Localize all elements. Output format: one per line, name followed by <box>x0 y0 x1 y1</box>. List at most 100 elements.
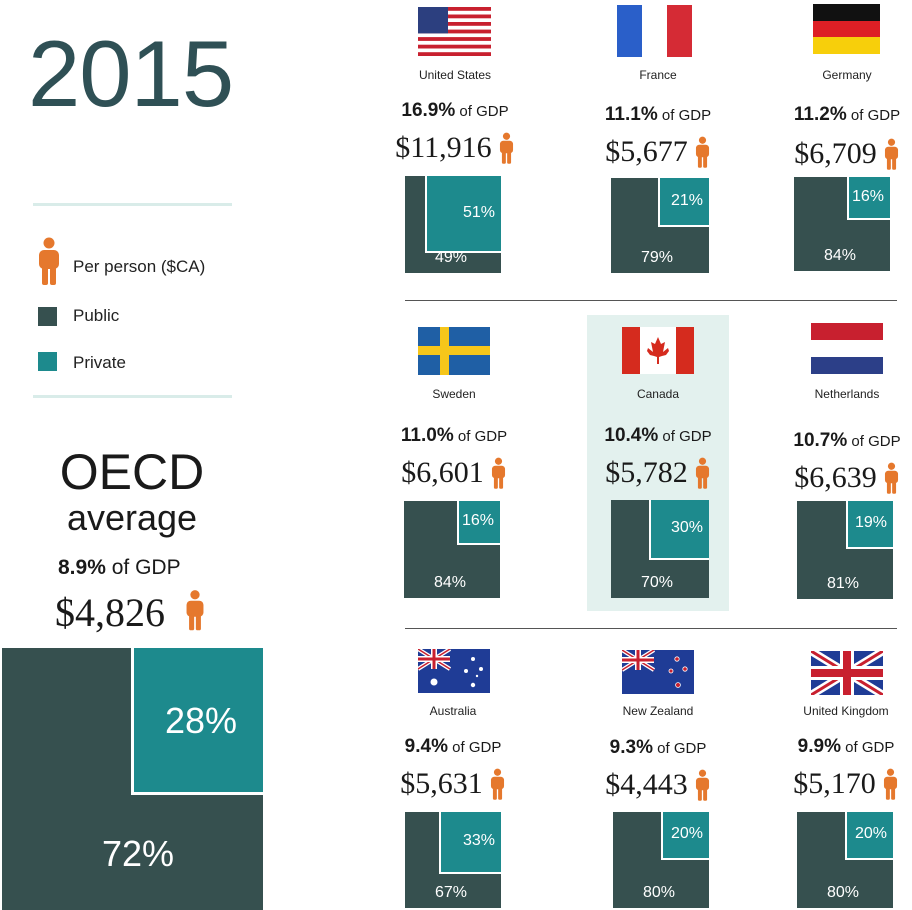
public-label-canada: 70% <box>641 574 674 591</box>
country-name-germany: Germany <box>822 68 872 82</box>
per-person-amount-australia: $5,631 <box>363 766 543 802</box>
per-person-amount-united-states: $11,916 <box>365 130 545 166</box>
person-icon <box>694 134 711 170</box>
oecd-public-label: 72% <box>102 833 175 874</box>
amount-france: $5,677 <box>605 135 688 168</box>
gdp-share-france: 11.1% of GDP <box>568 104 748 126</box>
public-square-australia: 33% 67% <box>405 812 501 908</box>
new-zealand-flag-icon <box>622 650 694 694</box>
private-square-united-states <box>425 176 501 253</box>
private-square-canada <box>649 500 709 560</box>
oecd-subtitle: average <box>66 497 198 538</box>
country-name-new-zealand: New Zealand <box>622 704 694 718</box>
person-icon <box>694 455 711 491</box>
public-label-sweden: 84% <box>434 574 467 591</box>
gdp-share-germany: 11.2% of GDP <box>757 104 912 126</box>
gdp-share-canada: 10.4% of GDP <box>568 425 748 447</box>
legend-top-divider <box>33 203 232 206</box>
row-divider <box>405 628 897 629</box>
per-person-amount-sweden: $6,601 <box>364 455 544 491</box>
private-label-united-kingdom: 20% <box>854 825 887 842</box>
country-name-australia: Australia <box>429 704 477 718</box>
gdp-share-sweden: 11.0% of GDP <box>364 425 544 447</box>
public-label-new-zealand: 80% <box>643 884 676 901</box>
oecd-title: OECD <box>59 444 205 500</box>
amount-united-kingdom: $5,170 <box>793 767 876 800</box>
gdp-pct-united-states: 16.9% <box>401 100 456 121</box>
public-square-germany: 16% 84% <box>794 177 890 271</box>
person-icon <box>694 767 711 803</box>
gdp-pct-canada: 10.4% <box>604 425 659 446</box>
public-square-united-states: 51% 49% <box>405 176 501 273</box>
gdp-pct-united-kingdom: 9.9% <box>797 736 841 757</box>
gdp-pct-france: 11.1% <box>604 104 658 125</box>
public-label-france: 79% <box>641 249 674 266</box>
france-flag-icon <box>617 5 692 57</box>
amount-sweden: $6,601 <box>401 456 484 489</box>
gdp-share-australia: 9.4% of GDP <box>363 736 543 758</box>
public-label-netherlands: 81% <box>827 575 860 592</box>
gdp-share-united-states: 16.9% of GDP <box>365 100 545 122</box>
per-person-amount-united-kingdom: $5,170 <box>756 766 912 802</box>
sweden-flag-icon <box>418 327 490 375</box>
country-name-united-states: United States <box>418 68 492 82</box>
country-name-netherlands: Netherlands <box>814 387 880 401</box>
country-name-france: France <box>639 68 677 82</box>
person-icon <box>883 460 900 496</box>
public-label-united-kingdom: 80% <box>827 884 860 901</box>
gdp-pct-new-zealand: 9.3% <box>609 737 653 758</box>
per-person-amount-france: $5,677 <box>568 134 748 170</box>
canada-flag-icon <box>622 327 694 374</box>
public-square-sweden: 16% 84% <box>404 501 500 598</box>
legend-public-label: Public <box>73 306 120 325</box>
netherlands-flag-icon <box>811 323 883 374</box>
person-icon <box>498 130 515 166</box>
germany-flag-icon <box>813 4 880 54</box>
private-square-sweden <box>457 501 500 545</box>
row-divider <box>405 300 897 301</box>
amount-new-zealand: $4,443 <box>605 768 688 801</box>
gdp-text-netherlands: of GDP <box>851 433 901 450</box>
country-name-canada: Canada <box>636 387 680 401</box>
private-square-netherlands <box>846 501 893 549</box>
private-label-netherlands: 19% <box>854 514 887 531</box>
legend-private-label: Private <box>73 353 126 372</box>
private-label-united-states: 51% <box>462 204 495 221</box>
gdp-pct-sweden: 11.0% <box>400 425 454 446</box>
per-person-amount-netherlands: $6,639 <box>757 460 912 496</box>
public-label-australia: 67% <box>435 884 468 901</box>
gdp-share-united-kingdom: 9.9% of GDP <box>756 736 912 758</box>
oecd-gdp-text: of GDP <box>111 556 181 579</box>
private-label-germany: 16% <box>851 188 884 205</box>
public-swatch <box>38 307 57 326</box>
gdp-text-france: of GDP <box>661 107 712 124</box>
private-square-france <box>658 178 709 227</box>
country-name-sweden: Sweden <box>432 387 476 401</box>
public-square-new-zealand: 20% 80% <box>613 812 709 908</box>
private-label-france: 21% <box>670 192 703 209</box>
australia-flag-icon <box>418 649 490 693</box>
gdp-share-netherlands: 10.7% of GDP <box>757 430 912 452</box>
per-person-amount-new-zealand: $4,443 <box>568 767 748 803</box>
person-icon <box>489 766 506 802</box>
gdp-text-canada: of GDP <box>662 428 712 445</box>
gdp-share-new-zealand: 9.3% of GDP <box>568 737 748 759</box>
amount-netherlands: $6,639 <box>794 461 877 494</box>
private-swatch <box>38 352 57 371</box>
public-square-netherlands: 19% 81% <box>797 501 893 599</box>
private-label-australia: 33% <box>462 832 495 849</box>
public-square-canada: 30% 70% <box>611 500 709 598</box>
private-label-sweden: 16% <box>461 512 494 529</box>
private-square-new-zealand <box>661 812 709 860</box>
private-square-united-kingdom <box>845 812 893 860</box>
person-icon <box>184 588 206 632</box>
gdp-text-sweden: of GDP <box>457 428 508 445</box>
amount-united-states: $11,916 <box>395 131 492 164</box>
oecd-gdp-share: 8.9% of GDP <box>58 556 181 580</box>
person-icon <box>490 455 507 491</box>
gdp-pct-australia: 9.4% <box>404 736 448 757</box>
gdp-text-new-zealand: of GDP <box>657 740 707 757</box>
oecd-amount: $4,826 <box>55 590 165 635</box>
public-label-germany: 84% <box>824 247 857 264</box>
year-title: 2015 <box>28 21 234 126</box>
